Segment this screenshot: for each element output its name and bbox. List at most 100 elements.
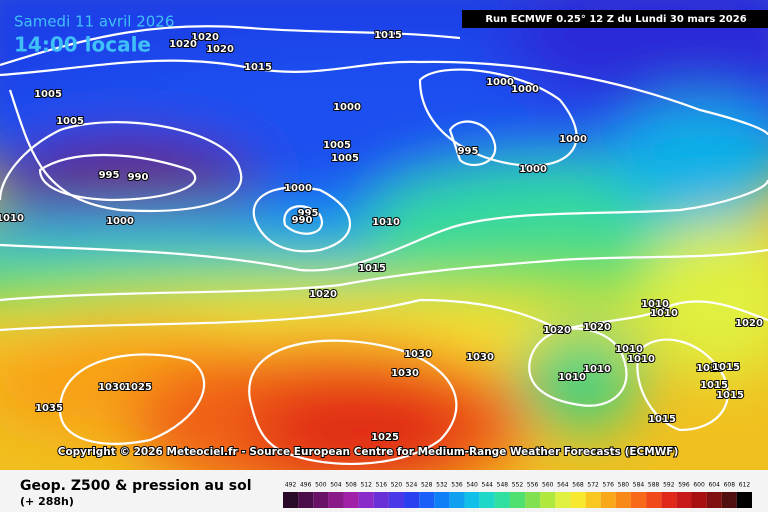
isobar-label: 1020 xyxy=(583,322,611,333)
legend-label: 588 xyxy=(648,482,660,489)
legend-swatch xyxy=(646,492,662,508)
legend-label: 600 xyxy=(693,482,705,489)
legend-label: 504 xyxy=(330,482,342,489)
legend-swatch xyxy=(676,492,692,508)
legend-label: 556 xyxy=(527,482,539,489)
date: Samedi 11 avril 2026 xyxy=(14,13,174,31)
isobar-label: 1000 xyxy=(284,183,312,194)
legend-swatch xyxy=(449,492,465,508)
legend-swatch xyxy=(313,492,329,508)
legend-swatch xyxy=(570,492,586,508)
legend-swatch xyxy=(434,492,450,508)
legend-swatch xyxy=(298,492,314,508)
legend-label: 612 xyxy=(739,482,751,489)
isobar-label: 1020 xyxy=(206,44,234,55)
legend-label: 564 xyxy=(557,482,569,489)
isobar-label: 1005 xyxy=(34,89,62,100)
legend-label: 536 xyxy=(451,482,463,489)
run-box xyxy=(462,10,768,28)
legend-swatch xyxy=(736,492,752,508)
legend-label: 500 xyxy=(315,482,327,489)
isobar-label: 1010 xyxy=(0,213,24,224)
isobar-label: 1010 xyxy=(627,354,655,365)
isobar-label: 1020 xyxy=(543,325,571,336)
isobar-label: 1015 xyxy=(696,363,724,374)
isobar xyxy=(0,179,768,272)
legend-label: 524 xyxy=(406,482,418,489)
legend-swatch xyxy=(343,492,359,508)
legend-swatch xyxy=(661,492,677,508)
isobar-label: 995 xyxy=(99,170,120,181)
legend-label: 584 xyxy=(633,482,645,489)
legend-swatch xyxy=(479,492,495,508)
run-info: Run ECMWF 0.25° 12 Z du Lundi 30 mars 20… xyxy=(485,14,746,25)
isobar-label: 990 xyxy=(292,215,313,226)
isobar-label: 1015 xyxy=(374,30,402,41)
isobar-label: 1000 xyxy=(106,216,134,227)
isobar-label: 1030 xyxy=(404,349,432,360)
isobar-label: 1015 xyxy=(700,380,728,391)
isobar-label: 1000 xyxy=(559,134,587,145)
isobar xyxy=(0,298,768,332)
isobar xyxy=(636,338,729,432)
isobar-label: 990 xyxy=(128,172,149,183)
legend-swatch xyxy=(283,492,299,508)
isobar-label: 1005 xyxy=(331,153,359,164)
legend-swatch xyxy=(328,492,344,508)
legend-label: 608 xyxy=(724,482,736,489)
legend-swatch xyxy=(464,492,480,508)
isobar-label: 1010 xyxy=(650,308,678,319)
legend-swatch xyxy=(630,492,647,508)
legend-swatch xyxy=(358,492,374,508)
isobar-label: 1015 xyxy=(358,263,386,274)
isobar-label: 1010 xyxy=(615,344,643,355)
legend: 492 496 500 504 508 512 516 520 524 528 532 536 540 5… xyxy=(283,482,752,508)
legend-label: 596 xyxy=(678,482,690,489)
isobar xyxy=(0,89,243,213)
legend-swatch xyxy=(721,492,737,508)
legend-label: 604 xyxy=(708,482,720,489)
isobar-label: 1000 xyxy=(333,102,361,113)
legend-label: 532 xyxy=(436,482,448,489)
legend-label: 580 xyxy=(618,482,630,489)
legend-label: 560 xyxy=(542,482,554,489)
isobar xyxy=(0,25,461,67)
isobar-label: 995 xyxy=(458,146,479,157)
isobar-label: 1010 xyxy=(372,217,400,228)
isobar-label: 1020 xyxy=(309,289,337,300)
legend-label: 548 xyxy=(497,482,509,489)
legend-label: 592 xyxy=(663,482,675,489)
legend-label: 568 xyxy=(572,482,584,489)
isobar-label: 1030 xyxy=(391,368,419,379)
isobar-label: 1030 xyxy=(466,352,494,363)
isobar xyxy=(528,327,628,407)
footer-subtitle: (+ 288h) xyxy=(20,495,74,508)
isobar-label: 1010 xyxy=(558,372,586,383)
legend-swatch xyxy=(615,492,631,508)
isobar-label: 1020 xyxy=(169,39,197,50)
legend-swatch xyxy=(706,492,722,508)
legend-swatch xyxy=(419,492,435,508)
isobar-label: 1010 xyxy=(641,299,669,310)
copyright: Copyright © 2026 Meteociel.fr - Source E… xyxy=(58,446,679,458)
legend-swatch xyxy=(373,492,389,508)
isobar xyxy=(252,186,351,253)
isobar xyxy=(38,153,197,202)
field xyxy=(0,0,768,470)
legend-label: 492 xyxy=(285,482,297,489)
legend-swatch xyxy=(600,492,616,508)
legend-swatch xyxy=(525,492,541,508)
legend-swatch xyxy=(555,492,571,508)
legend-swatch xyxy=(585,492,601,508)
isobar xyxy=(58,353,206,445)
isobar-label: 1030 xyxy=(98,382,126,393)
isobar-label: 1025 xyxy=(124,382,152,393)
isobar-label: 995 xyxy=(298,208,319,219)
isobar-label: 1015 xyxy=(712,362,740,373)
isobar-label: 1005 xyxy=(323,140,351,151)
isobar-label: 1020 xyxy=(191,32,219,43)
isobar-label: 1015 xyxy=(648,414,676,425)
isobar-label: 1020 xyxy=(735,318,763,329)
